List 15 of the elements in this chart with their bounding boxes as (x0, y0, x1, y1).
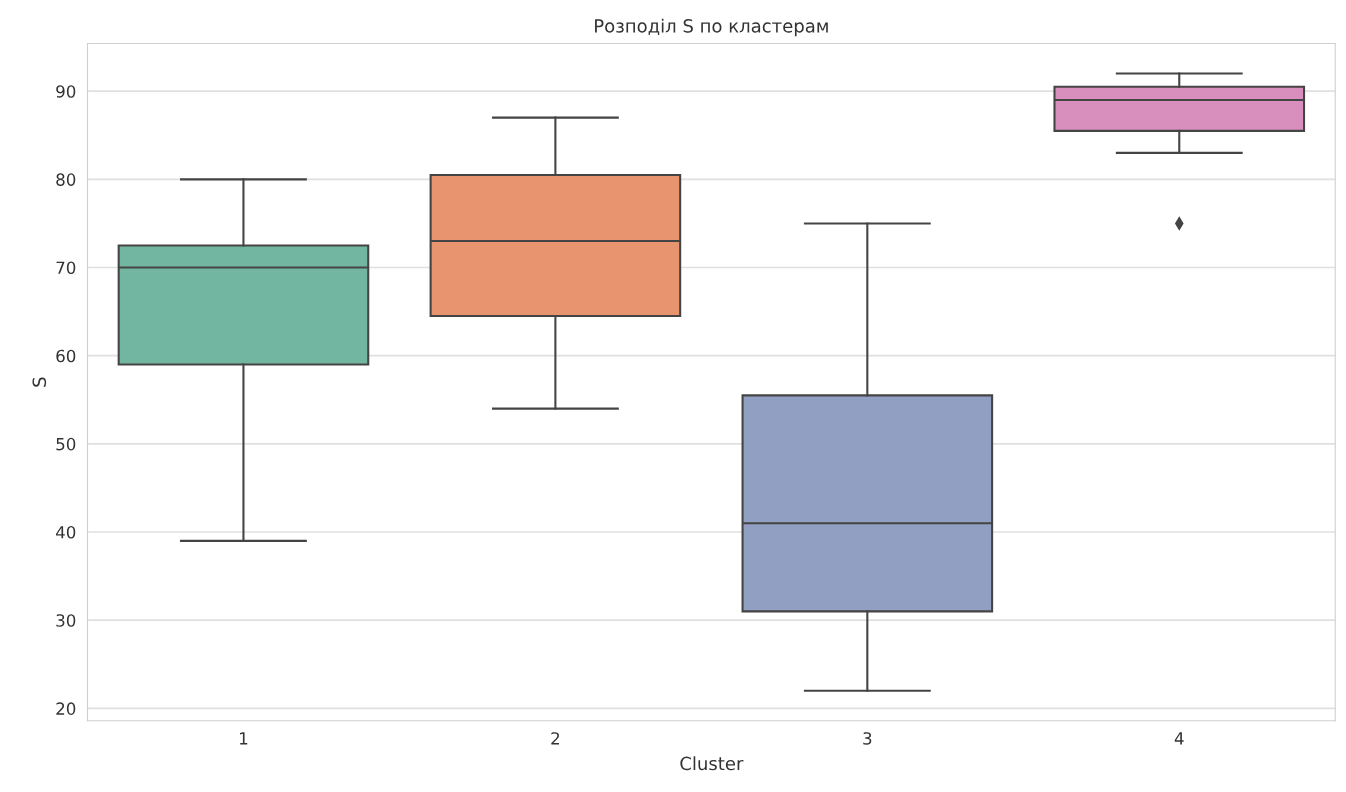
chart-title: Розподіл S по кластерам (595, 18, 828, 37)
x-tick-label: 3 (863, 732, 872, 745)
y-tick-label: 50 (56, 437, 76, 451)
x-axis-title: Cluster (680, 756, 744, 771)
y-tick-label: 80 (56, 173, 76, 186)
x-tick-label: 2 (551, 732, 560, 745)
y-axis-title: S (32, 377, 47, 387)
y-tick-label: 40 (55, 525, 76, 539)
x-tick-label: 4 (1174, 732, 1184, 745)
x-tick-label: 1 (239, 732, 248, 745)
y-tick-label: 20 (56, 702, 76, 715)
y-tick-label: 70 (56, 261, 76, 275)
y-tick-label: 30 (56, 614, 76, 627)
y-tick-label: 90 (56, 85, 76, 98)
y-tick-label: 60 (56, 349, 76, 363)
